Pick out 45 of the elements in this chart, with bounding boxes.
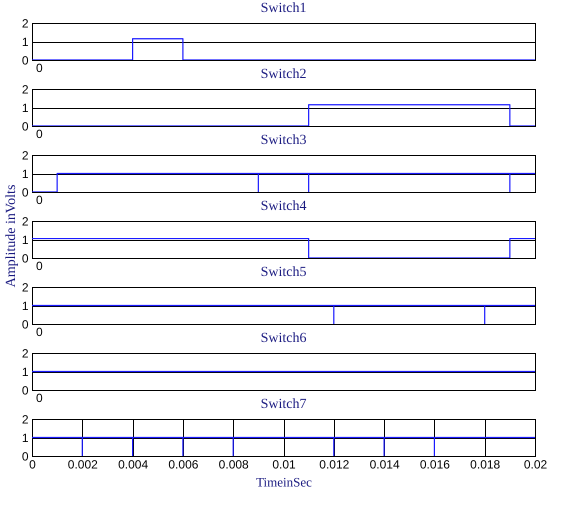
x-tick-label: 0.008 [218, 458, 250, 472]
chart-title: Switch6 [260, 331, 306, 346]
chart-title: Switch4 [260, 199, 306, 214]
chart-title: Switch7 [260, 397, 306, 412]
y-tick-label: 0 [22, 186, 29, 200]
y-tick-label: 0 [22, 54, 29, 68]
y-tick-label: 1 [22, 431, 29, 445]
x-tick-label: 0.002 [68, 458, 98, 472]
y-tick-label: 1 [22, 167, 29, 181]
y-tick-label: 1 [22, 35, 29, 49]
text: 0 [36, 259, 43, 273]
x-tick-label: 0.01 [272, 458, 296, 472]
y-tick-label: 2 [22, 214, 29, 228]
y-tick-label: 1 [22, 365, 29, 379]
text: 0 [36, 61, 43, 75]
y-tick-label: 2 [22, 148, 29, 162]
text: 0 [36, 391, 43, 405]
x-tick-label: 0.006 [168, 458, 199, 472]
text: 0 [36, 127, 43, 141]
y-tick-label: 2 [22, 280, 29, 294]
x-tick-label: 0.014 [370, 458, 400, 472]
y-tick-label: 2 [22, 16, 29, 30]
y-axis-title: Amplitude inVolts [4, 184, 20, 287]
chart-title: Switch1 [260, 1, 306, 16]
y-tick-label: 2 [22, 346, 29, 360]
x-tick-label: 0.016 [420, 458, 450, 472]
chart-title: Switch2 [260, 67, 306, 82]
x-tick-label: 0.012 [319, 458, 350, 472]
y-tick-label: 1 [22, 101, 29, 115]
y-tick-label: 1 [22, 299, 29, 313]
y-tick-label: 2 [22, 412, 29, 426]
x-axis-title: TimeinSec [256, 474, 312, 490]
y-tick-label: 1 [22, 233, 29, 247]
y-tick-label: 2 [22, 82, 29, 96]
chart-title: Switch3 [260, 133, 306, 148]
text: 0 [36, 325, 43, 339]
y-tick-label: 0 [22, 252, 29, 266]
x-tick-label: 0.018 [470, 458, 501, 472]
chart-title: Switch5 [260, 265, 306, 280]
text: 0 [36, 193, 43, 207]
x-tick-label: 0.02 [524, 458, 548, 472]
y-tick-label: 0 [22, 318, 29, 332]
y-tick-label: 0 [22, 384, 29, 398]
x-tick-label: 0.004 [118, 458, 148, 472]
y-tick-label: 0 [22, 120, 29, 134]
